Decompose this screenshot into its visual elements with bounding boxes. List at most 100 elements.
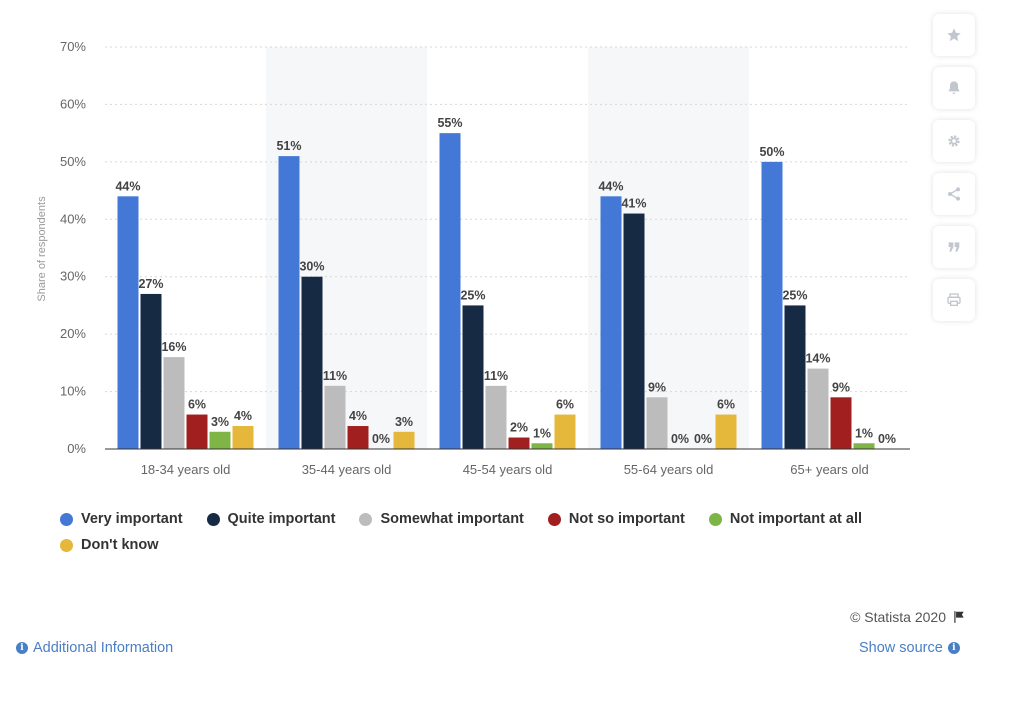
- data-label: 44%: [115, 179, 140, 193]
- share-icon[interactable]: [933, 173, 975, 215]
- data-label: 0%: [671, 432, 689, 446]
- data-label: 16%: [161, 340, 186, 354]
- y-tick-label: 70%: [60, 39, 86, 54]
- data-label: 11%: [484, 369, 508, 383]
- additional-information-link[interactable]: i Additional Information: [16, 640, 173, 656]
- data-label: 3%: [395, 415, 413, 429]
- x-tick-label: 18-34 years old: [141, 462, 231, 477]
- bar[interactable]: [623, 213, 645, 449]
- data-label: 30%: [299, 260, 324, 274]
- y-tick-label: 40%: [60, 211, 86, 226]
- bar[interactable]: [163, 357, 185, 449]
- bar[interactable]: [761, 161, 783, 449]
- legend-item[interactable]: Somewhat important: [359, 510, 524, 528]
- data-label: 6%: [188, 398, 206, 412]
- bar[interactable]: [393, 431, 415, 449]
- data-label: 1%: [533, 426, 551, 440]
- data-label: 4%: [349, 409, 367, 423]
- y-tick-label: 30%: [60, 269, 86, 284]
- bar[interactable]: [715, 414, 737, 449]
- data-label: 44%: [598, 179, 623, 193]
- data-label: 55%: [437, 116, 462, 130]
- gear-icon[interactable]: [933, 120, 975, 162]
- legend-swatch: [60, 512, 73, 526]
- bar[interactable]: [301, 276, 323, 449]
- y-tick-label: 50%: [60, 154, 86, 169]
- legend-label: Quite important: [227, 511, 336, 527]
- legend-swatch: [547, 512, 561, 526]
- bar[interactable]: [278, 156, 300, 449]
- toolbar: [933, 14, 975, 332]
- star-icon[interactable]: [933, 14, 975, 56]
- legend: Very important Quite important Somewhat im…: [60, 510, 920, 554]
- bar[interactable]: [646, 397, 668, 449]
- print-icon[interactable]: [933, 279, 975, 321]
- data-label: 6%: [717, 398, 735, 412]
- x-tick-label: 55-64 years old: [624, 462, 714, 477]
- legend-label: Not important at all: [729, 511, 863, 527]
- y-tick-label: 20%: [60, 326, 86, 341]
- data-label: 25%: [782, 288, 807, 302]
- data-label: 0%: [694, 432, 712, 446]
- legend-label: Not so important: [568, 511, 685, 527]
- data-label: 0%: [878, 432, 896, 446]
- bar[interactable]: [117, 196, 139, 449]
- legend-label: Somewhat important: [380, 511, 524, 527]
- data-label: 1%: [855, 426, 873, 440]
- copyright-credit: © Statista 2020: [850, 609, 966, 625]
- data-label: 0%: [372, 432, 390, 446]
- bar[interactable]: [531, 443, 553, 449]
- bar[interactable]: [209, 431, 231, 449]
- bar[interactable]: [232, 426, 254, 449]
- data-label: 9%: [832, 380, 850, 394]
- legend-label: Don't know: [81, 537, 159, 553]
- bar[interactable]: [324, 385, 346, 449]
- bar-chart: 0% 10% 20% 30% 40% 50% 60% 70% Share of respond…: [36, 39, 910, 477]
- bar[interactable]: [508, 437, 530, 449]
- data-label: 50%: [759, 145, 784, 159]
- bar[interactable]: [485, 385, 507, 449]
- bar[interactable]: [140, 293, 162, 449]
- bar[interactable]: [600, 196, 622, 449]
- copyright-text: © Statista 2020: [850, 609, 946, 625]
- legend-item[interactable]: Don't know: [60, 536, 159, 554]
- flag-icon[interactable]: [952, 610, 966, 624]
- x-tick-label: 35-44 years old: [302, 462, 392, 477]
- legend-item[interactable]: Quite important: [206, 510, 336, 528]
- bar[interactable]: [439, 133, 461, 449]
- bar[interactable]: [830, 397, 852, 449]
- legend-swatch: [206, 512, 220, 526]
- data-label: 11%: [323, 369, 347, 383]
- data-label: 14%: [805, 352, 830, 366]
- bar[interactable]: [853, 443, 875, 449]
- data-label: 25%: [460, 288, 485, 302]
- data-label: 4%: [234, 409, 252, 423]
- legend-item[interactable]: Not important at all: [708, 510, 863, 528]
- bar[interactable]: [186, 414, 208, 449]
- data-label: 41%: [621, 197, 646, 211]
- data-label: 6%: [556, 398, 574, 412]
- bar[interactable]: [807, 368, 829, 449]
- info-icon: i: [16, 642, 28, 654]
- legend-item[interactable]: Not so important: [547, 510, 685, 528]
- legend-item[interactable]: Very important: [60, 510, 183, 528]
- bar[interactable]: [347, 426, 369, 449]
- data-label: 9%: [648, 380, 666, 394]
- bar[interactable]: [554, 414, 576, 449]
- info-icon: i: [947, 642, 960, 654]
- quote-icon[interactable]: [933, 226, 975, 268]
- x-tick-label: 65+ years old: [790, 462, 868, 477]
- show-source-link[interactable]: Show source i: [859, 640, 960, 656]
- bell-icon[interactable]: [933, 67, 975, 109]
- y-axis-label: Share of respondents: [36, 196, 48, 302]
- data-label: 27%: [138, 277, 163, 291]
- legend-swatch: [708, 512, 722, 526]
- x-tick-label: 45-54 years old: [463, 462, 553, 477]
- y-tick-label: 0%: [67, 441, 86, 456]
- bar[interactable]: [784, 305, 806, 449]
- bar[interactable]: [462, 305, 484, 449]
- legend-label: Very important: [81, 511, 183, 527]
- y-tick-label: 10%: [60, 384, 86, 399]
- legend-swatch: [60, 538, 73, 552]
- data-label: 51%: [276, 139, 301, 153]
